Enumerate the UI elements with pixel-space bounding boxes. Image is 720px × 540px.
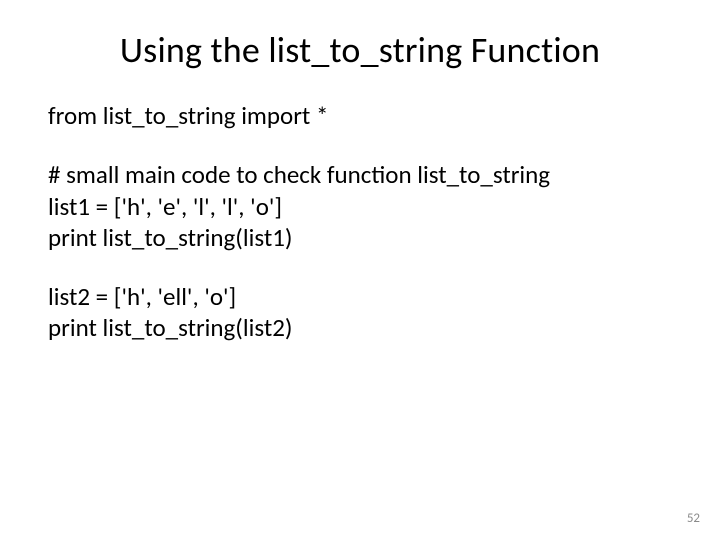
code-line: list1 = ['h', 'e', 'l', 'l', 'o'] [48,191,672,222]
slide-title: Using the list_to_string Function [48,28,672,72]
code-line: print list_to_string(list1) [48,222,672,253]
code-line: # small main code to check function list… [48,159,672,190]
code-block-2: list2 = ['h', 'ell', 'o'] print list_to_… [48,281,672,344]
code-line: print list_to_string(list2) [48,312,672,343]
code-line: list2 = ['h', 'ell', 'o'] [48,281,672,312]
import-line: from list_to_string import * [48,100,672,131]
slide: Using the list_to_string Function from l… [0,0,720,540]
page-number: 52 [687,511,700,526]
code-block-1: # small main code to check function list… [48,159,672,253]
slide-body: from list_to_string import * # small mai… [48,100,672,344]
